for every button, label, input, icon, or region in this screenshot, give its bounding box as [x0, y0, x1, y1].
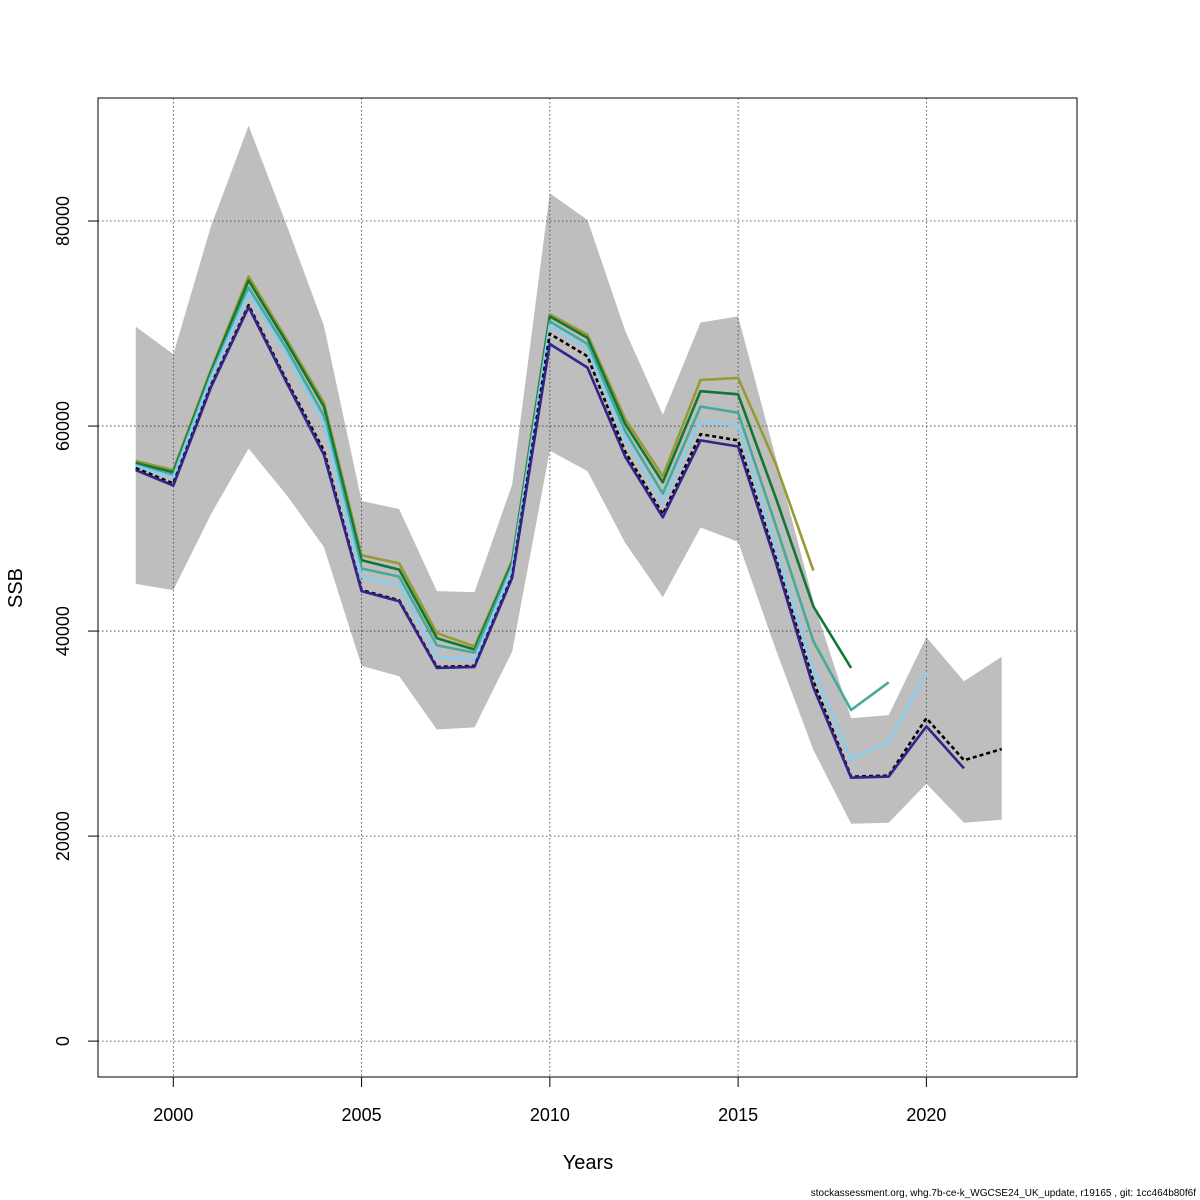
x-tick-label: 2000 — [153, 1105, 193, 1125]
confidence-band-layer — [135, 125, 1002, 824]
x-axis-title: Years — [563, 1152, 613, 1174]
x-tick-label: 2005 — [342, 1105, 382, 1125]
footer-credit: stockassessment.org, whg.7b-ce-k_WGCSE24… — [811, 1188, 1196, 1199]
x-tick-label: 2010 — [530, 1105, 570, 1125]
y-tick-label: 60000 — [53, 401, 73, 451]
series-line-6 — [135, 305, 965, 779]
y-axis-title: SSB — [5, 568, 27, 608]
series-line-4 — [135, 291, 928, 761]
x-tick-label: 2020 — [906, 1105, 946, 1125]
y-tick-label: 80000 — [53, 196, 73, 246]
series-layer — [135, 275, 1003, 779]
x-axis: 2000 2005 2010 2015 2020 — [153, 1077, 946, 1125]
y-tick-label: 40000 — [53, 606, 73, 656]
x-tick-label: 2015 — [718, 1105, 758, 1125]
y-axis: 0 20000 40000 60000 80000 — [53, 196, 98, 1046]
y-tick-label: 0 — [53, 1036, 73, 1046]
y-tick-label: 20000 — [53, 811, 73, 861]
confidence-band — [135, 125, 1002, 824]
plot-frame — [97, 97, 1078, 1078]
